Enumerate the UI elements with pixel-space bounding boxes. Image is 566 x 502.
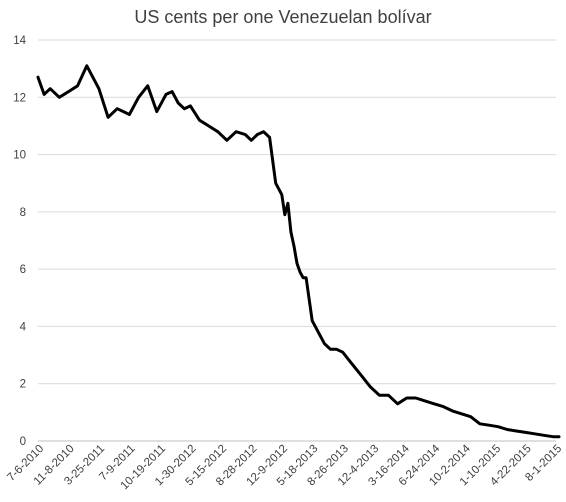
series-layer [36,64,561,439]
y-tick-label: 6 [20,264,26,276]
y-tick-label: 8 [20,207,26,219]
y-tick-label: 10 [13,150,26,162]
gridlines [38,39,556,442]
y-tick-label: 14 [13,35,26,47]
y-tick-label: 2 [20,379,26,391]
chart-title: US cents per one Venezuelan bolívar [134,7,431,27]
y-axis-ticks: 0 2 4 6 8 10 12 14 [13,35,26,448]
y-tick-label: 4 [20,321,27,333]
series-line-0 [36,64,561,439]
x-axis-ticks: 7-6-201011-8-20103-25-20117-9-201110-19-… [5,442,564,492]
y-tick-label: 0 [20,436,26,448]
y-tick-label: 12 [13,92,26,104]
